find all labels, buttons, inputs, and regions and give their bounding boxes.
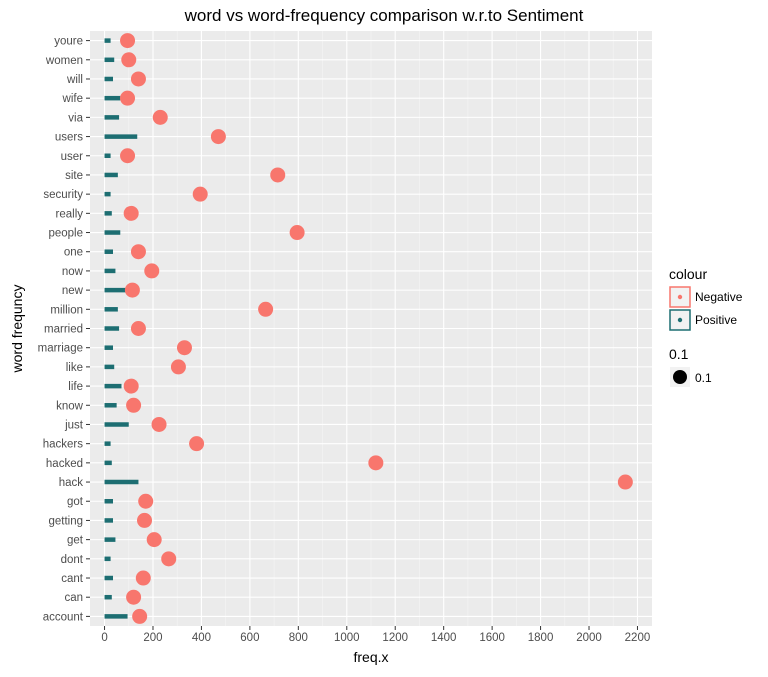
negative-point — [270, 167, 286, 183]
negative-point — [120, 90, 136, 106]
negative-point — [210, 129, 226, 145]
x-tick-label: 1200 — [382, 632, 408, 644]
y-tick-label: one — [64, 247, 83, 259]
y-tick-label: people — [48, 228, 83, 240]
chart-title: word vs word-frequency comparison w.r.to… — [184, 6, 584, 25]
x-tick-label: 0 — [101, 632, 107, 644]
y-tick-label: cant — [61, 573, 84, 585]
negative-point — [192, 186, 208, 202]
y-tick-label: really — [56, 208, 84, 220]
negative-point — [146, 532, 162, 548]
y-tick-label: dont — [61, 554, 84, 566]
negative-point — [132, 608, 148, 624]
y-tick-label: can — [64, 592, 83, 604]
negative-point — [130, 71, 146, 87]
x-tick-label: 1000 — [334, 632, 360, 644]
negative-point — [126, 589, 142, 605]
legend-label: Positive — [695, 313, 737, 327]
y-tick-label: youre — [54, 36, 83, 48]
negative-point — [130, 321, 146, 336]
x-tick-label: 2000 — [576, 632, 602, 644]
y-tick-label: marriage — [38, 343, 83, 355]
y-tick-label: hackers — [43, 439, 84, 451]
y-tick-label: users — [55, 132, 83, 144]
legend-key-dot — [677, 294, 683, 300]
y-tick-label: just — [64, 419, 84, 431]
y-tick-label: account — [43, 611, 84, 623]
x-tick-label: 400 — [192, 632, 211, 644]
y-tick-label: will — [66, 74, 83, 86]
negative-point — [258, 301, 274, 317]
y-tick-label: site — [65, 170, 83, 182]
y-tick-label: hacked — [46, 458, 83, 470]
legend-size-dot — [673, 370, 687, 384]
y-tick-label: new — [62, 285, 84, 297]
negative-point — [152, 109, 168, 125]
x-tick-label: 1800 — [528, 632, 554, 644]
legend-size-title: 0.1 — [669, 346, 689, 362]
negative-point — [130, 244, 146, 260]
negative-point — [126, 397, 142, 413]
negative-point — [137, 512, 153, 528]
x-tick-label: 800 — [289, 632, 308, 644]
y-tick-label: women — [45, 55, 83, 67]
negative-point — [151, 416, 167, 432]
negative-point — [135, 570, 151, 586]
negative-point — [161, 551, 177, 567]
x-tick-label: 2200 — [625, 632, 651, 644]
negative-point — [123, 378, 139, 394]
y-tick-label: via — [68, 112, 83, 124]
y-tick-label: million — [50, 304, 83, 316]
y-tick-label: get — [67, 535, 84, 547]
legend-key-dot — [677, 317, 683, 323]
negative-point — [170, 359, 186, 375]
x-tick-label: 600 — [240, 632, 259, 644]
negative-point — [120, 33, 136, 49]
y-tick-label: user — [61, 151, 84, 163]
x-axis-label: freq.x — [353, 649, 388, 665]
negative-point — [176, 340, 192, 356]
y-tick-label: now — [62, 266, 84, 278]
negative-point — [368, 455, 384, 471]
negative-point — [289, 225, 305, 241]
y-tick-label: hack — [59, 477, 84, 489]
negative-point — [617, 474, 633, 490]
y-tick-label: married — [44, 324, 83, 336]
y-tick-label: getting — [48, 515, 83, 527]
legend-size-label: 0.1 — [695, 371, 712, 385]
negative-point — [123, 205, 139, 221]
y-tick-label: know — [56, 400, 84, 412]
negative-point — [144, 263, 160, 279]
y-tick-label: wife — [62, 93, 83, 105]
negative-point — [138, 493, 154, 509]
legend-label: Negative — [695, 290, 743, 304]
y-tick-label: life — [68, 381, 83, 393]
negative-point — [189, 436, 205, 452]
x-tick-label: 200 — [143, 632, 162, 644]
x-tick-label: 1600 — [479, 632, 505, 644]
negative-point — [120, 148, 136, 164]
legend-colour-title: colour — [669, 266, 707, 282]
negative-point — [121, 52, 137, 68]
y-axis-label: word frequncy — [9, 285, 25, 374]
y-tick-label: like — [66, 362, 83, 374]
x-tick-label: 1400 — [431, 632, 457, 644]
negative-point — [124, 282, 140, 298]
y-tick-label: security — [43, 189, 83, 201]
y-tick-label: got — [67, 496, 84, 508]
